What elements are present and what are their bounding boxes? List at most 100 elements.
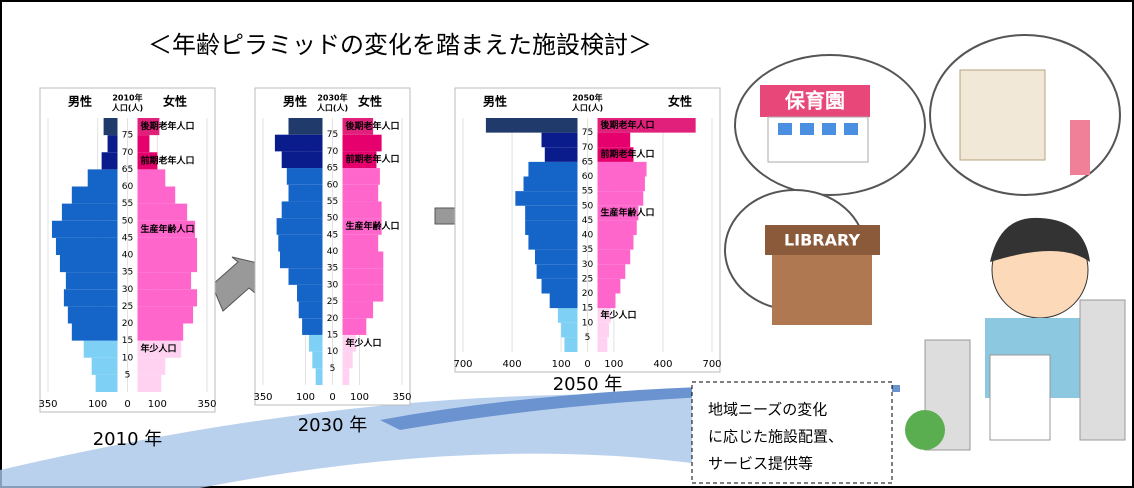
bar: [597, 118, 696, 133]
x-tick-label: 100: [604, 359, 623, 370]
bar: [544, 147, 578, 162]
y-tick-label: 40: [122, 251, 134, 261]
bar: [485, 118, 578, 133]
y-tick-label: 70: [122, 148, 134, 158]
bar: [67, 306, 118, 324]
bar: [597, 220, 637, 235]
y-tick-label: 25: [327, 297, 338, 307]
bar: [564, 337, 578, 352]
x-tick-label: 100: [296, 392, 315, 403]
bar: [597, 249, 631, 265]
x-tick-label: 350: [38, 399, 57, 410]
y-tick-label: 10: [122, 353, 134, 363]
bar: [549, 293, 578, 309]
y-tick-label: 45: [122, 233, 133, 243]
group-label: 年少人口: [601, 309, 637, 321]
bar: [137, 118, 160, 136]
year-label: 2050 年: [553, 374, 623, 395]
bar: [342, 184, 379, 202]
y-tick-label: 60: [327, 180, 339, 190]
bar: [541, 278, 578, 294]
y-tick-label: 15: [327, 330, 338, 340]
bar: [83, 340, 118, 358]
y-tick-label: 15: [582, 304, 593, 314]
bar: [297, 284, 323, 302]
y-tick-label: 5: [125, 370, 131, 380]
bar: [137, 340, 182, 358]
legend-entry: 男性: [483, 94, 507, 109]
y-tick-label: 35: [327, 264, 338, 274]
bar: [137, 135, 150, 153]
bar: [137, 169, 166, 187]
note-line: に応じた施設配置、: [708, 428, 843, 446]
y-tick-label: 10: [327, 347, 339, 357]
y-tick-label: 25: [582, 274, 593, 284]
bar: [523, 176, 578, 192]
bar: [342, 318, 367, 335]
x-tick-label: 350: [392, 392, 411, 403]
bar: [137, 220, 196, 238]
bar: [597, 132, 631, 148]
y-tick-label: 5: [330, 364, 336, 374]
bar: [342, 151, 377, 169]
bar: [342, 218, 382, 235]
y-tick-label: 45: [582, 216, 593, 226]
bar: [342, 284, 384, 302]
year-label: 2030 年: [298, 415, 368, 436]
bar: [597, 337, 608, 352]
bar: [342, 301, 374, 319]
unit-label: 人口(人): [572, 103, 603, 113]
bar: [103, 118, 118, 136]
note-line: サービス提供等: [708, 455, 813, 473]
group-label: 年少人口: [346, 337, 382, 349]
x-tick-label: 350: [197, 399, 216, 410]
y-tick-label: 65: [327, 164, 338, 174]
legend-entry: 女性: [163, 94, 187, 109]
bar: [288, 118, 323, 135]
y-tick-label: 50: [582, 201, 594, 211]
y-tick-label: 40: [582, 231, 594, 241]
bar: [137, 152, 158, 170]
unit-label: 人口(人): [112, 103, 143, 113]
y-tick-label: 55: [582, 187, 593, 197]
bar: [342, 251, 384, 269]
illustrations: 保育園 LIBRARY: [724, 34, 1126, 451]
bar: [280, 251, 323, 269]
illustration-label: 保育園: [784, 89, 845, 113]
bar: [65, 272, 118, 290]
bar: [557, 308, 578, 323]
x-tick-label: 350: [253, 392, 272, 403]
bar: [137, 323, 184, 341]
year-label: 2010 年: [93, 429, 163, 450]
bar: [281, 151, 323, 169]
group-label: 前期老年人口: [346, 153, 400, 165]
x-tick-label: 100: [552, 359, 571, 370]
bar: [308, 334, 323, 352]
group-label: 生産年齢人口: [141, 223, 195, 235]
y-tick-label: 35: [122, 268, 133, 278]
x-tick-label: 100: [88, 399, 107, 410]
bar: [137, 237, 198, 255]
bar: [101, 152, 118, 170]
group-label: 後期老年人口: [346, 120, 400, 132]
bar: [137, 186, 176, 204]
y-tick-label: 55: [327, 197, 338, 207]
y-tick-label: 10: [582, 318, 594, 328]
bar: [91, 357, 118, 375]
swoosh: [0, 393, 740, 488]
y-tick-label: 70: [582, 143, 594, 153]
bar: [137, 289, 198, 307]
bar: [276, 218, 323, 235]
pyramid-chart: 350 100 0 100 350 男性 女性 5 10 15 20 25 30 35 40 45 50 55 60…: [38, 87, 217, 450]
bar: [63, 289, 118, 307]
legend-entry: 女性: [668, 94, 692, 109]
bar: [137, 357, 166, 375]
bar: [281, 201, 323, 219]
title: ＜年齢ピラミッドの変化を踏まえた施設検討＞: [148, 31, 652, 59]
y-tick-label: 50: [122, 216, 134, 226]
group-label: 後期老年人口: [601, 119, 655, 131]
bar: [525, 205, 578, 221]
bar: [515, 191, 578, 206]
bar: [71, 323, 118, 341]
